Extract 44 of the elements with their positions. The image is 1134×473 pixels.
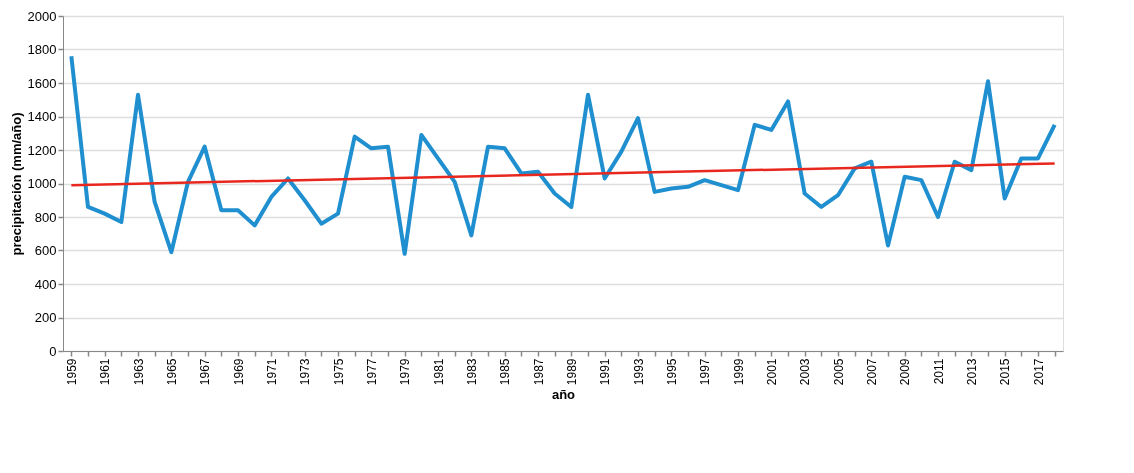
x-tick-label: 1977 <box>364 358 379 386</box>
x-tick-label: 1959 <box>64 358 79 386</box>
x-tick-label: 2007 <box>864 358 879 386</box>
y-tick-label: 1400 <box>27 109 57 124</box>
x-tick-label: 2005 <box>831 358 846 386</box>
x-tick-label: 2009 <box>898 358 913 386</box>
x-tick-label: 1961 <box>98 358 113 386</box>
x-tick-label: 1993 <box>631 358 646 386</box>
x-tick-label: 1991 <box>598 358 613 386</box>
y-tick-label: 800 <box>34 209 57 225</box>
y-tick-label: 1600 <box>27 75 57 91</box>
x-tick-label: 1985 <box>498 358 513 386</box>
x-tick-label: 1987 <box>531 358 546 386</box>
x-tick-label: 1975 <box>331 358 346 386</box>
x-tick-label: 2001 <box>764 358 779 386</box>
y-tick-label: 1800 <box>27 42 57 57</box>
y-tick-label: 400 <box>34 276 57 292</box>
y-tick-label: 1200 <box>27 142 57 158</box>
x-tick-label: 1989 <box>564 358 579 386</box>
x-axis-title: año <box>551 387 576 403</box>
x-tick-label: 1965 <box>164 358 179 386</box>
x-tick-label: 1967 <box>198 358 213 386</box>
x-tick-label: 1969 <box>231 358 246 386</box>
x-tick-label: 2015 <box>998 358 1013 386</box>
y-axis-title: precipitación (mm/año) <box>8 112 24 256</box>
x-tick-label: 2017 <box>1031 358 1046 386</box>
x-tick-label: 1997 <box>698 358 713 386</box>
x-tick-label: 1963 <box>131 358 146 386</box>
y-tick-label: 1000 <box>27 176 57 191</box>
x-tick-label: 1979 <box>398 358 413 386</box>
y-tick-label: 600 <box>34 243 57 258</box>
x-tick-label: 1981 <box>431 358 446 386</box>
y-tick-label: 200 <box>34 310 57 325</box>
y-tick-label: 0 <box>49 343 57 359</box>
x-tick-label: 1999 <box>731 358 746 386</box>
y-tick-label: 2000 <box>27 8 57 24</box>
x-tick-label: 2011 <box>931 358 946 385</box>
x-tick-label: 2013 <box>964 358 979 386</box>
x-tick-label: 1995 <box>664 358 679 386</box>
x-tick-label: 2003 <box>798 358 813 386</box>
x-tick-label: 1983 <box>464 358 479 386</box>
line-series <box>69 54 1057 256</box>
x-tick-label: 1973 <box>298 358 313 386</box>
x-tick-label: 1971 <box>264 358 279 386</box>
